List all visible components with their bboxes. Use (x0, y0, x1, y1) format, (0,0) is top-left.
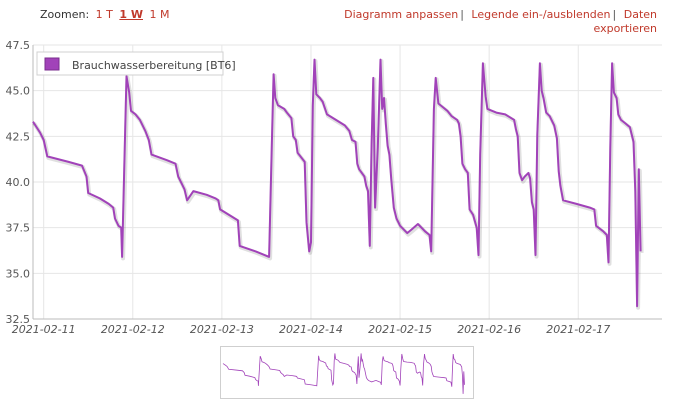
y-tick-label: 40.0 (6, 176, 31, 189)
toggle-legend-link[interactable]: Legende ein-/ausblenden (471, 8, 611, 21)
x-tick-label: 2021-02-13 (190, 323, 254, 336)
overview-series (222, 353, 465, 394)
x-axis: 2021-02-11 2021-02-12 2021-02-13 2021-02-14… (12, 318, 662, 336)
zoom-1-day[interactable]: 1 T (95, 8, 113, 21)
separator: | (612, 8, 617, 21)
zoom-label: Zoomen: (40, 8, 90, 21)
overview-navigator[interactable] (220, 346, 474, 399)
x-tick-label: 2021-02-11 (12, 323, 76, 336)
y-axis: 47.5 45.0 42.5 40.0 37.5 35.0 32.5 (6, 39, 34, 326)
adjust-chart-link[interactable]: Diagramm anpassen (344, 8, 459, 21)
legend[interactable]: Brauchwasserbereitung [BT6] (36, 51, 236, 76)
separator: | (460, 8, 464, 21)
line-chart[interactable]: 47.545.042.540.037.535.032.5 2021-02-11 2… (0, 0, 673, 345)
y-tick-label: 35.0 (6, 267, 31, 280)
legend-swatch (44, 57, 60, 71)
zoom-1-week[interactable]: 1 W (119, 8, 143, 21)
y-tick-label: 42.5 (6, 130, 31, 143)
x-tick-label: 2021-02-15 (368, 323, 432, 336)
x-tick-label: 2021-02-12 (101, 323, 165, 336)
y-tick-label: 45.0 (6, 85, 31, 98)
overview-line (222, 353, 465, 394)
x-tick-label: 2021-02-14 (279, 323, 343, 336)
zoom-1-month[interactable]: 1 M (149, 8, 170, 21)
series-line (32, 58, 642, 308)
series-layer (32, 58, 644, 310)
legend-label: Brauchwasserbereitung [BT6] (72, 59, 236, 72)
export-data-link[interactable]: Daten exportieren (593, 8, 657, 35)
y-tick-label: 32.5 (6, 313, 31, 326)
x-tick-label: 2021-02-16 (457, 323, 521, 336)
zoom-controls: Zoomen: 1 T 1 W 1 M (40, 8, 170, 21)
legend-box (36, 51, 224, 76)
x-tick-label: 2021-02-17 (546, 323, 610, 336)
chart-actions: Diagramm anpassen | Legende ein-/ausblend… (337, 8, 657, 36)
y-tick-label: 37.5 (6, 222, 31, 235)
y-tick-label: 47.5 (6, 39, 31, 52)
